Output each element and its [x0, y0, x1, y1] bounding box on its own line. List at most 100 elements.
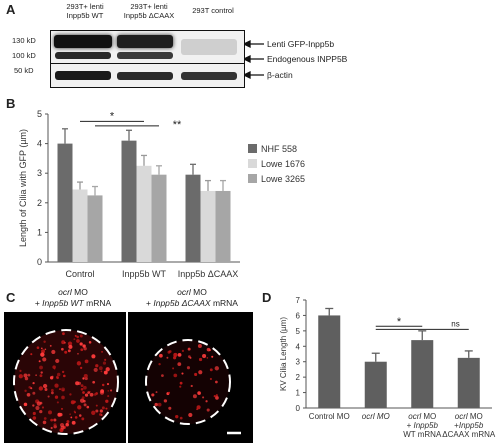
cilia-spot	[64, 341, 66, 344]
cilia-spot	[101, 383, 105, 387]
cilia-spot	[88, 341, 92, 344]
panel-c-right-caption: ocrl MO + Inpp5b ΔCAAX mRNA	[128, 287, 256, 309]
cilia-spot	[73, 338, 76, 341]
chart-d-sig-ns: ns	[451, 319, 459, 328]
cilia-spot	[80, 366, 83, 370]
cilia-spot	[167, 350, 171, 354]
band-actin-wt	[55, 71, 111, 80]
cilia-spot	[69, 413, 71, 415]
cilia-spot	[106, 382, 110, 386]
chart-d-y-tick-label: 6	[296, 311, 301, 320]
cilia-spot	[50, 418, 54, 422]
cilia-spot	[82, 344, 86, 348]
cilia-spot	[51, 391, 54, 395]
cilia-spot	[197, 343, 202, 348]
cilia-spot	[36, 346, 40, 350]
chart-b-bar	[57, 143, 73, 262]
cilia-spot	[23, 373, 28, 378]
cilia-spot	[107, 395, 110, 398]
cilia-spot	[196, 408, 199, 411]
cilia-spot	[205, 400, 208, 403]
cilia-spot	[32, 411, 36, 416]
cilia-spot	[175, 414, 179, 419]
cilia-spot	[197, 391, 201, 395]
cilia-spot	[30, 353, 33, 356]
cilia-spot	[186, 366, 190, 370]
cilia-spot	[83, 373, 88, 379]
chart-b-category-label: Control	[65, 269, 94, 279]
western-blot-upper	[50, 30, 245, 64]
cilia-spot	[82, 377, 85, 380]
cilia-spot	[55, 375, 59, 379]
cilia-spot	[214, 366, 219, 371]
cilia-spot	[105, 367, 110, 372]
vesicle-glow	[146, 340, 230, 424]
chart-d-category-label: ocrl MO	[408, 412, 436, 421]
cilia-spot	[87, 391, 90, 394]
cilia-spot	[99, 409, 103, 413]
cilia-spot	[50, 388, 54, 392]
cilia-spot	[61, 347, 64, 351]
cilia-spot	[209, 368, 213, 372]
chart-b-category-label: Inpp5b ΔCAAX	[178, 269, 239, 279]
cilia-spot	[61, 340, 66, 345]
cilia-spot	[55, 358, 60, 364]
cilia-spot	[100, 414, 103, 416]
chart-b-bar	[151, 174, 167, 262]
kv-outline-dashed-circle	[145, 339, 231, 425]
cilia-spot	[172, 367, 175, 370]
cilia-spot	[181, 372, 184, 375]
cilia-spot	[173, 373, 178, 378]
cilia-spot	[105, 399, 109, 403]
chart-b-legend-label: Lowe 3265	[261, 174, 305, 184]
c-right-mo: MO	[190, 287, 207, 297]
chart-b-y-tick-label: 2	[37, 198, 42, 208]
cilia-spot	[157, 402, 162, 407]
lane-header-1: 293T+ lenti Inpp5b WT	[54, 2, 116, 20]
cilia-spot	[80, 384, 84, 388]
cilia-spot	[40, 371, 43, 374]
cilia-spot	[179, 385, 182, 388]
cilia-spot	[53, 423, 57, 427]
cilia-spot	[215, 380, 218, 384]
chart-d: 0 1 2 3 4 5 6 7 KV Cilia Length (µm) Control MO oc…	[279, 296, 496, 439]
cilia-spot	[100, 370, 103, 373]
chart-d-y-tick-label: 5	[296, 327, 301, 336]
cilia-spot	[101, 406, 105, 410]
cilia-spot	[161, 374, 164, 378]
cilia-spot	[187, 355, 191, 359]
cilia-spot	[95, 409, 99, 413]
c-right-gene: Inpp5b ΔCAAX	[153, 298, 211, 308]
cilia-spot	[32, 391, 36, 395]
cilia-spot	[62, 389, 65, 392]
cilia-spot	[23, 402, 28, 407]
chart-d-y-tick-label: 3	[296, 358, 301, 367]
cilia-spot	[77, 352, 79, 355]
c-right-ocrl: ocrl	[177, 287, 191, 297]
cilia-spot	[83, 346, 87, 351]
lane-header-1-line2: Inpp5b WT	[66, 10, 104, 20]
chart-b-y-tick-label: 1	[37, 227, 42, 237]
band-arrows	[244, 39, 264, 80]
cilia-spot	[64, 350, 68, 354]
chart-d-sig-star: *	[397, 316, 402, 328]
cilia-spot	[66, 420, 70, 424]
cilia-spot	[32, 382, 35, 385]
cilia-spot	[53, 418, 57, 422]
cilia-spot	[202, 354, 207, 359]
cilia-spot	[39, 365, 43, 370]
c-left-plus: +	[34, 298, 43, 308]
cilia-spot	[91, 410, 96, 415]
cilia-spot	[215, 396, 219, 400]
cilia-spot	[92, 380, 96, 384]
cilia-spot	[68, 344, 73, 349]
cilia-spot	[38, 386, 44, 391]
cilia-spot	[81, 417, 85, 421]
lane-header-3: 293T control	[180, 6, 246, 16]
chart-d-y-tick-label: 1	[296, 389, 301, 398]
cilia-spot	[202, 396, 205, 399]
cilia-spot	[71, 420, 76, 425]
cilia-spot	[75, 381, 80, 386]
cilia-spot	[163, 399, 168, 403]
cilia-spot	[179, 416, 183, 420]
